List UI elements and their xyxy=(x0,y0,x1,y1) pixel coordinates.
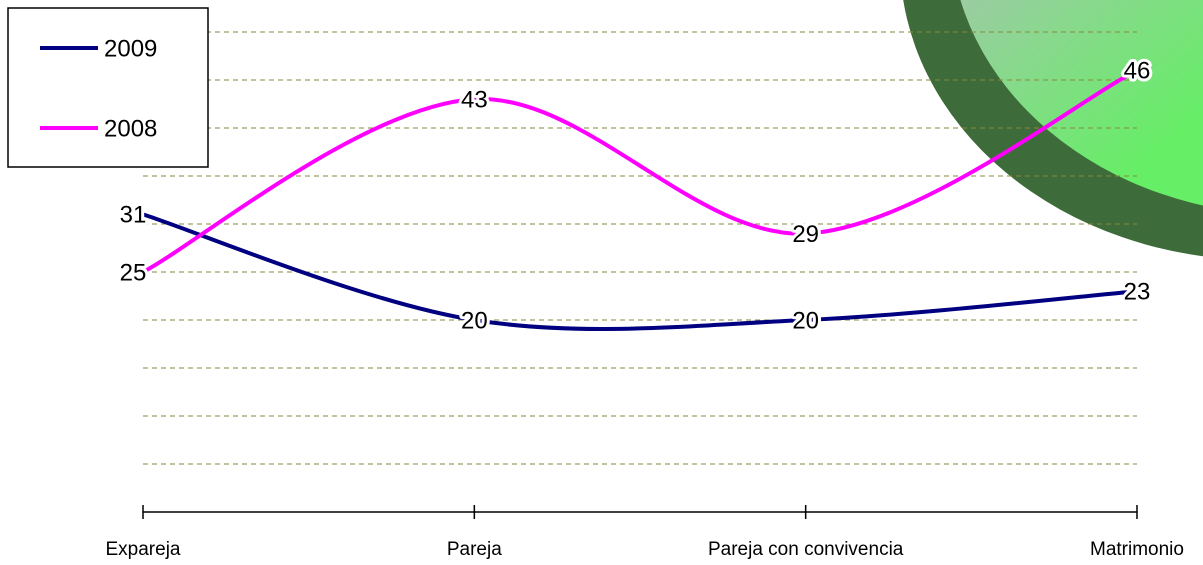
data-label: 25 xyxy=(120,259,147,286)
legend-label: 2009 xyxy=(104,35,157,62)
decoration xyxy=(900,0,1203,260)
x-tick-label: Matrimonio xyxy=(1090,539,1184,560)
x-tick-label: Pareja con convivencia xyxy=(708,539,904,560)
data-label: 31 xyxy=(120,202,147,229)
data-label: 46 xyxy=(1124,58,1151,85)
data-label: 43 xyxy=(461,87,488,114)
legend-label: 2008 xyxy=(104,115,157,142)
data-label: 20 xyxy=(792,307,819,334)
x-tick-label: Pareja xyxy=(447,539,502,560)
data-label: 23 xyxy=(1124,279,1151,306)
x-tick-label: Expareja xyxy=(106,539,181,560)
data-label: 29 xyxy=(792,221,819,248)
chart: Expareja Pareja Pareja con convivencia Matr… xyxy=(0,0,1203,565)
legend: 2009 2008 xyxy=(8,8,208,167)
data-label: 20 xyxy=(461,307,488,334)
